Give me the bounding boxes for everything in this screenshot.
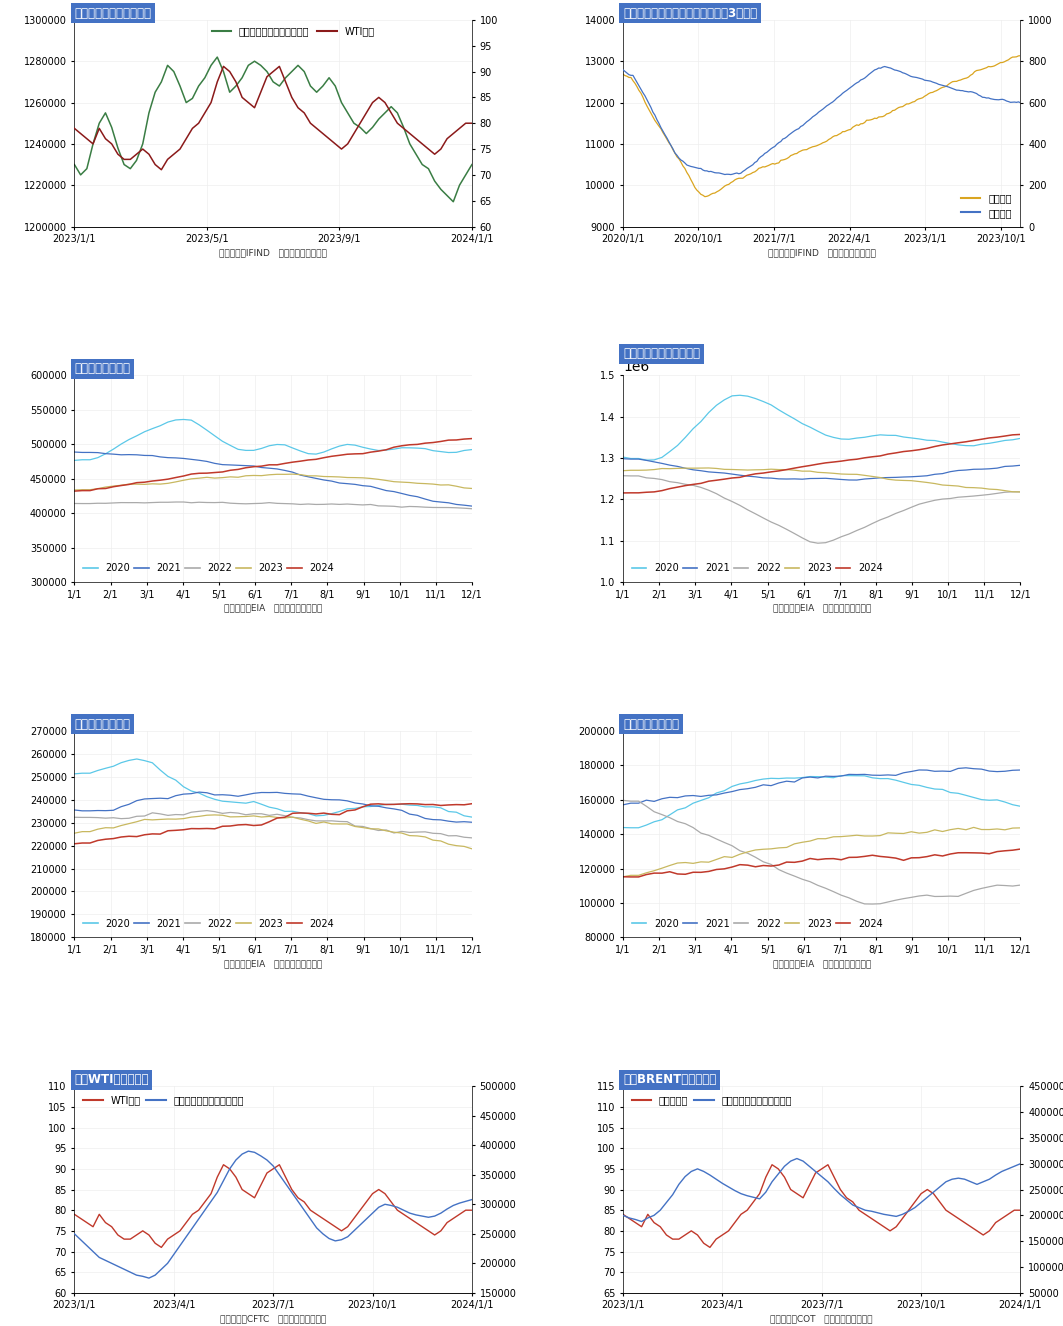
X-axis label: 数据来源：IFIND   海通期货投资咨询部: 数据来源：IFIND 海通期货投资咨询部 [767,248,876,257]
X-axis label: 数据来源：EIA   海通期货投资咨询部: 数据来源：EIA 海通期货投资咨询部 [224,603,322,613]
Text: 图：美国柴油库存: 图：美国柴油库存 [623,717,679,731]
X-axis label: 数据来源：COT   海通期货投资咨询部: 数据来源：COT 海通期货投资咨询部 [771,1314,873,1323]
Legend: 2020, 2021, 2022, 2023, 2024: 2020, 2021, 2022, 2023, 2024 [80,560,338,577]
X-axis label: 数据来源：IFIND   海通期货投资咨询部: 数据来源：IFIND 海通期货投资咨询部 [219,248,327,257]
Legend: 2020, 2021, 2022, 2023, 2024: 2020, 2021, 2022, 2023, 2024 [80,915,338,932]
Legend: 原油产量, 石油钻机: 原油产量, 石油钻机 [957,190,1015,221]
X-axis label: 数据来源：EIA   海通期货投资咨询部: 数据来源：EIA 海通期货投资咨询部 [773,959,871,968]
Text: 图：美国全口径库存变动: 图：美国全口径库存变动 [623,347,699,361]
Legend: 2020, 2021, 2022, 2023, 2024: 2020, 2021, 2022, 2023, 2024 [628,915,887,932]
X-axis label: 数据来源：EIA   海通期货投资咨询部: 数据来源：EIA 海通期货投资咨询部 [773,603,871,613]
Text: 图：原油价格与石油库存: 图：原油价格与石油库存 [74,7,151,20]
Text: 图：BRENT基金净多头: 图：BRENT基金净多头 [623,1073,716,1086]
Legend: 2020, 2021, 2022, 2023, 2024: 2020, 2021, 2022, 2023, 2024 [628,560,887,577]
Legend: WTI油价, 基金净多单（期货和期权）: WTI油价, 基金净多单（期货和期权） [80,1091,248,1109]
Text: 图：美国原油库存: 图：美国原油库存 [74,362,131,375]
Legend: 布伦特原油, 基金净多单（期货和期权）: 布伦特原油, 基金净多单（期货和期权） [628,1091,796,1109]
X-axis label: 数据来源：CFTC   海通期货投资咨询部: 数据来源：CFTC 海通期货投资咨询部 [220,1314,326,1323]
Text: 图：WTI基金净多头: 图：WTI基金净多头 [74,1073,149,1086]
Legend: 石油总计（不含战略）库存, WTI油价: 石油总计（不含战略）库存, WTI油价 [207,23,378,41]
Text: 图：美国原油产量与钻井数（前置3个月）: 图：美国原油产量与钻井数（前置3个月） [623,7,757,20]
Text: 图：美国汽油库存: 图：美国汽油库存 [74,717,131,731]
X-axis label: 数据来源：EIA   海通期货投资咨询部: 数据来源：EIA 海通期货投资咨询部 [224,959,322,968]
